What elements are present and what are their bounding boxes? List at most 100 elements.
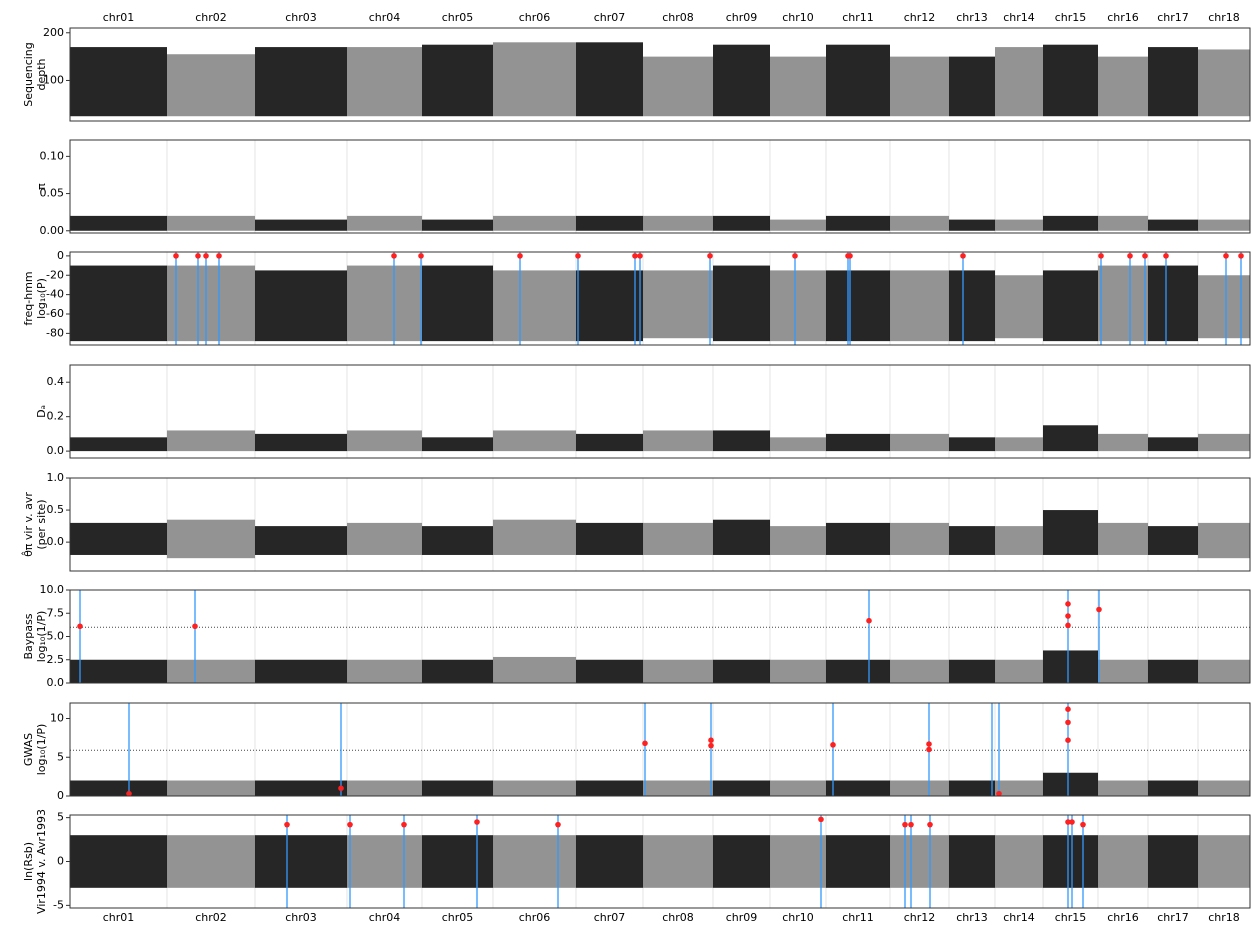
density-band — [576, 780, 643, 796]
density-band — [826, 270, 890, 342]
density-band — [70, 659, 167, 683]
y-tick-label: 0 — [57, 855, 64, 868]
signal-point — [216, 253, 222, 259]
density-band — [1098, 215, 1148, 231]
density-band — [1198, 275, 1250, 339]
density-band — [493, 780, 576, 796]
signal-point — [632, 253, 638, 259]
chromosome-label: chr11 — [842, 11, 874, 24]
density-band — [167, 659, 255, 683]
density-band — [995, 275, 1043, 339]
y-tick-label: 1.0 — [47, 471, 65, 484]
density-band — [643, 659, 713, 683]
signal-point — [126, 790, 132, 797]
density-band — [576, 433, 643, 452]
signal-point — [1065, 819, 1071, 825]
density-band — [643, 56, 713, 117]
chromosome-label: chr09 — [726, 11, 758, 24]
density-band — [493, 270, 576, 342]
density-band — [949, 219, 995, 231]
density-band — [347, 522, 422, 555]
density-band — [347, 659, 422, 683]
density-band — [995, 526, 1043, 555]
chromosome-label: chr13 — [956, 11, 988, 24]
density-band — [70, 780, 167, 796]
density-band — [643, 780, 713, 796]
density-band — [770, 437, 826, 452]
density-band — [643, 430, 713, 452]
density-band — [1043, 772, 1098, 796]
signal-point — [1142, 253, 1148, 259]
density-band — [826, 215, 890, 231]
density-band — [576, 270, 643, 342]
density-band — [890, 215, 949, 231]
chromosome-label: chr11 — [842, 911, 874, 924]
signal-point — [517, 253, 523, 259]
signal-point — [1069, 819, 1075, 825]
density-band — [347, 780, 422, 796]
y-tick-label: 0.2 — [47, 410, 65, 423]
y-tick-label: 7.5 — [47, 606, 65, 619]
signal-point — [708, 737, 714, 743]
density-band — [713, 519, 770, 555]
signal-point — [347, 821, 353, 828]
density-band — [770, 56, 826, 117]
density-band — [1148, 219, 1198, 231]
signal-point — [1098, 253, 1104, 259]
density-band — [422, 437, 493, 452]
density-band — [255, 270, 347, 342]
signal-point — [284, 821, 290, 828]
density-band — [949, 437, 995, 452]
density-band — [1098, 780, 1148, 796]
density-band — [643, 270, 713, 339]
density-band — [1198, 219, 1250, 231]
density-band — [1043, 510, 1098, 555]
signal-point — [338, 785, 344, 792]
density-band — [890, 659, 949, 683]
y-axis-label: log₁₀(1/P) — [35, 724, 48, 776]
density-band — [890, 433, 949, 452]
density-band — [713, 835, 770, 888]
chromosome-label: chr02 — [195, 911, 227, 924]
chromosome-label: chr15 — [1055, 11, 1087, 24]
density-band — [255, 526, 347, 555]
density-band — [826, 44, 890, 117]
density-band — [167, 265, 255, 342]
density-band — [422, 265, 493, 342]
density-band — [1098, 522, 1148, 555]
y-tick-label: 5 — [57, 811, 64, 824]
chromosome-label: chr18 — [1208, 911, 1240, 924]
y-tick-label: -60 — [46, 307, 64, 320]
density-band — [70, 215, 167, 231]
density-band — [1198, 659, 1250, 683]
panel-border — [69, 251, 1251, 346]
y-axis-label: freq-hmm — [22, 271, 35, 325]
density-band — [1198, 49, 1250, 117]
density-band — [422, 44, 493, 117]
density-band — [1198, 780, 1250, 796]
density-band — [1198, 433, 1250, 452]
density-band — [1043, 270, 1098, 342]
panel-border — [69, 364, 1251, 459]
chromosome-label: chr12 — [904, 11, 936, 24]
density-band — [1098, 433, 1148, 452]
density-band — [576, 42, 643, 117]
density-band — [770, 835, 826, 888]
y-axis-label: log₁₀(P) — [35, 278, 48, 319]
y-tick-label: 10.0 — [40, 583, 65, 596]
signal-point — [830, 742, 836, 748]
signal-point — [173, 253, 179, 259]
density-band — [493, 42, 576, 117]
y-tick-label: -20 — [46, 268, 64, 281]
signal-point — [792, 253, 798, 259]
y-axis-label: Dₐ — [35, 405, 48, 418]
density-band — [70, 522, 167, 555]
density-band — [1098, 265, 1148, 342]
y-tick-label: 0.5 — [47, 503, 65, 516]
density-band — [770, 659, 826, 683]
y-tick-label: 0.00 — [40, 224, 65, 237]
density-band — [713, 44, 770, 117]
chromosome-label: chr03 — [285, 11, 317, 24]
density-band — [422, 659, 493, 683]
density-band — [576, 215, 643, 231]
